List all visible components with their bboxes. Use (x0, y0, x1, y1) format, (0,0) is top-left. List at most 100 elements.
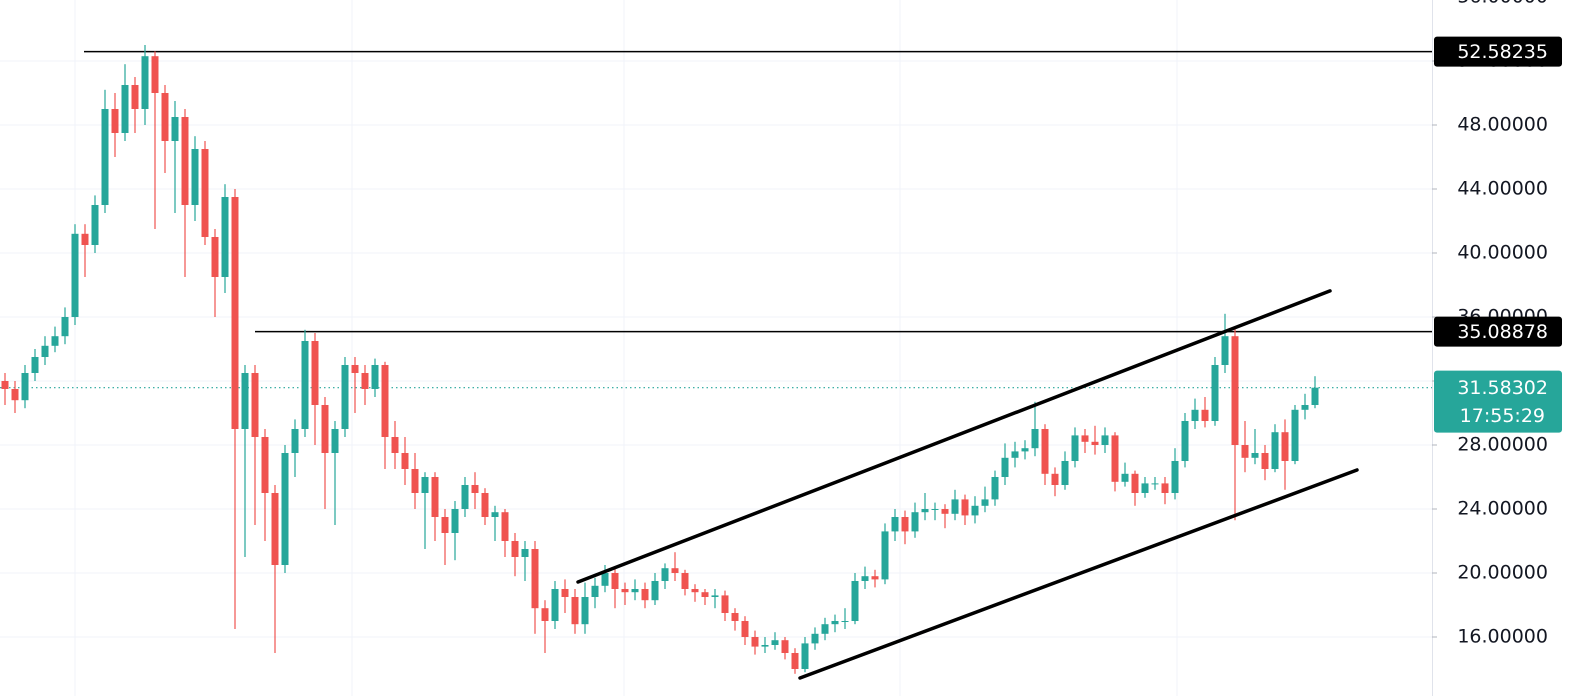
candle-body (161, 93, 169, 141)
level-label: 52.58235 (1457, 41, 1548, 63)
candle-body (61, 317, 69, 337)
candle-body (141, 56, 149, 109)
candle-body (911, 512, 919, 532)
candle-body (481, 493, 489, 517)
candle-body (31, 357, 39, 373)
candle-body (1181, 421, 1189, 461)
candle-body (391, 437, 399, 453)
candle-body (261, 437, 269, 493)
candle-body (521, 549, 529, 557)
horizontal-grid (0, 60, 1432, 638)
candle-body (1061, 461, 1069, 485)
candle-body (271, 493, 279, 565)
vertical-grid (74, 0, 1178, 696)
candle-body (211, 237, 219, 277)
y-tick-label: 16.00000 (1457, 626, 1548, 648)
candle-body (571, 597, 579, 625)
candle-body (361, 373, 369, 389)
candle-body (421, 477, 429, 493)
countdown-label: 17:55:29 (1460, 405, 1545, 427)
candle-body (1111, 435, 1119, 482)
candle-body (731, 613, 739, 621)
last-price-label: 31.58302 (1457, 377, 1548, 399)
level-label-box (1434, 316, 1562, 347)
candle-body (251, 373, 259, 437)
candle-body (941, 509, 949, 514)
candle-body (1161, 483, 1169, 493)
candle-body (831, 621, 839, 625)
candle-body (1001, 457, 1009, 477)
candle-body (241, 373, 249, 429)
candle-body (451, 509, 459, 533)
candle-body (541, 608, 549, 621)
candle-body (511, 541, 519, 557)
candle-body (781, 640, 789, 653)
candle-body (611, 573, 619, 589)
candle-body (11, 389, 19, 401)
candles (1, 45, 1319, 674)
candle-body (1221, 336, 1229, 365)
candle-body (1171, 461, 1179, 493)
candle-body (281, 453, 289, 565)
candle-body (1261, 453, 1269, 469)
candle-body (491, 512, 499, 517)
candle-body (841, 621, 849, 622)
candle-body (371, 365, 379, 389)
candle-body (231, 197, 239, 429)
candle-body (431, 477, 439, 517)
candle-body (321, 405, 329, 453)
candle-body (991, 477, 999, 500)
candle-body (761, 645, 769, 647)
candle-body (121, 85, 129, 133)
candle-body (871, 576, 879, 580)
candle-body (171, 117, 179, 141)
trend-line (576, 289, 1332, 584)
candle-body (1301, 405, 1309, 410)
candle-body (671, 568, 679, 573)
candle-body (1191, 409, 1199, 421)
candle-body (951, 499, 959, 514)
candle-body (1051, 473, 1059, 485)
candle-body (981, 499, 989, 506)
candle-body (401, 453, 409, 469)
candle-body (301, 341, 309, 429)
candle-body (311, 341, 319, 405)
candle-body (1241, 445, 1249, 458)
candle-body (661, 568, 669, 581)
candle-body (681, 573, 689, 589)
candle-body (221, 197, 229, 277)
candle-body (1311, 387, 1319, 405)
candle-body (921, 509, 929, 513)
candle-body (721, 595, 729, 613)
candle-body (1071, 435, 1079, 461)
candle-body (1041, 429, 1049, 474)
y-tick-label: 28.00000 (1457, 434, 1548, 456)
candle-body (591, 585, 599, 597)
candle-body (701, 592, 709, 597)
candle-body (21, 373, 29, 401)
candle-body (1101, 435, 1109, 445)
y-tick-label: 40.00000 (1457, 242, 1548, 264)
candle-body (1231, 336, 1239, 445)
candle-body (621, 589, 629, 593)
candle-body (1, 381, 9, 389)
y-tick-label: 48.00000 (1457, 114, 1548, 136)
candle-body (291, 429, 299, 453)
candle-body (1141, 483, 1149, 493)
candle-body (711, 595, 719, 597)
candle-body (1091, 441, 1099, 445)
last-price-box (1434, 370, 1562, 433)
candle-body (801, 643, 809, 669)
candle-body (881, 531, 889, 580)
candle-body (1201, 409, 1209, 421)
candle-body (1121, 473, 1129, 482)
candle-body (581, 597, 589, 625)
candle-body (821, 624, 829, 634)
candle-body (531, 549, 539, 609)
trend-line (798, 468, 1359, 680)
candle-body (741, 621, 749, 637)
candle-body (751, 637, 759, 647)
candle-body (471, 485, 479, 493)
candle-body (1081, 435, 1089, 442)
